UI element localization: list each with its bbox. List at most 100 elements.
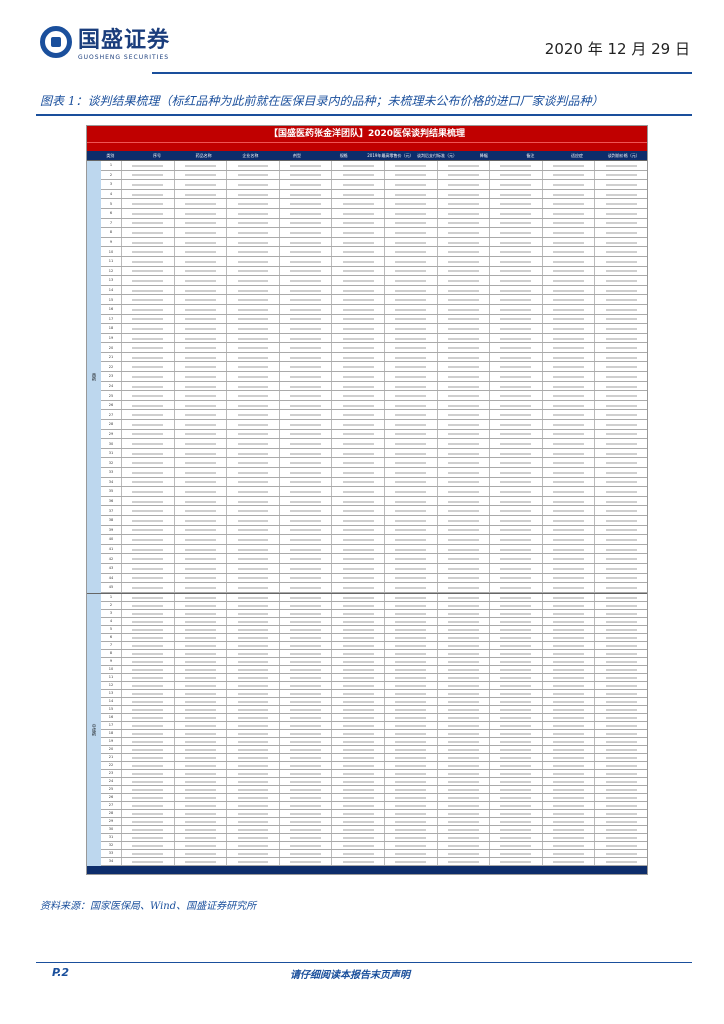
table-row: 23 — [101, 372, 647, 382]
table-cell — [278, 601, 332, 609]
row-number: 21 — [108, 755, 114, 760]
table-cell — [594, 439, 647, 448]
table-cell — [331, 857, 384, 865]
row-number: 12 — [108, 683, 114, 688]
table-cell — [383, 657, 437, 665]
table-cell — [226, 400, 279, 410]
category-label: 西药 — [87, 161, 101, 593]
table-cell — [383, 285, 437, 295]
table-row: 43 — [101, 563, 647, 574]
table-cell — [226, 458, 279, 467]
table-cell — [541, 199, 595, 208]
row-number: 23 — [108, 771, 114, 776]
table-row: 25 — [101, 391, 647, 401]
table-cell — [489, 189, 542, 199]
table-cell — [173, 458, 227, 467]
table-cell — [226, 218, 279, 228]
table-cell — [436, 429, 490, 439]
table-cell — [489, 391, 542, 400]
table-cell — [541, 554, 595, 563]
table-cell — [121, 785, 174, 793]
table-cell — [436, 649, 490, 657]
table-cell — [489, 625, 542, 633]
table-cell — [541, 544, 595, 554]
table-cell — [436, 601, 490, 609]
table-cell — [383, 372, 437, 381]
table-cell — [594, 391, 647, 400]
table-cell — [226, 352, 279, 362]
row-number: 33 — [108, 851, 114, 856]
table-cell — [489, 544, 542, 554]
table-cell — [594, 641, 647, 649]
table-cell — [594, 753, 647, 761]
column-header: 2019年最高零售价（元） — [367, 152, 414, 158]
brand-name-en: GUOSHENG SECURITIES — [78, 54, 170, 61]
table-cell — [594, 468, 647, 477]
table-cell — [436, 256, 490, 266]
table-cell — [331, 769, 384, 777]
table-row: 13 — [101, 276, 647, 286]
table-cell — [121, 697, 174, 705]
table-cell — [541, 617, 595, 625]
table-cell — [278, 170, 332, 180]
table-cell — [278, 381, 332, 391]
table-cell — [489, 753, 542, 761]
table-cell — [226, 841, 279, 849]
table-row: 2 — [101, 601, 647, 610]
table-cell — [226, 753, 279, 761]
table-cell — [541, 362, 595, 372]
table-cell — [226, 170, 279, 180]
row-number: 24 — [108, 383, 114, 388]
divider — [36, 962, 692, 963]
table-cell — [436, 633, 490, 641]
table-cell — [541, 817, 595, 825]
table-cell — [331, 285, 384, 295]
table-cell — [173, 793, 227, 801]
table-row: 4 — [101, 617, 647, 626]
table-cell — [541, 745, 595, 753]
table-cell — [541, 625, 595, 633]
table-cell — [278, 769, 332, 777]
table-cell — [121, 793, 174, 801]
table-cell — [594, 429, 647, 439]
table-cell — [594, 689, 647, 697]
table-cell — [541, 439, 595, 448]
table-cell — [121, 857, 174, 865]
table-cell — [331, 833, 384, 841]
table-cell — [489, 228, 542, 237]
row-number: 18 — [108, 326, 114, 331]
table-cell — [489, 324, 542, 333]
table-cell — [489, 304, 542, 314]
table-cell — [331, 276, 384, 285]
table-cell — [121, 247, 174, 256]
table-row: 25 — [101, 785, 647, 794]
table-cell — [278, 372, 332, 381]
table-cell — [541, 256, 595, 266]
table-cell — [489, 793, 542, 801]
table-cell — [173, 343, 227, 352]
table-row: 1 — [101, 161, 647, 171]
table-cell — [278, 554, 332, 563]
table-cell — [541, 535, 595, 544]
table-row: 38 — [101, 515, 647, 526]
table-row: 21 — [101, 753, 647, 762]
table-cell — [436, 362, 490, 372]
table-cell — [173, 180, 227, 189]
table-cell — [331, 477, 384, 487]
table-cell — [331, 729, 384, 737]
table-cell — [331, 583, 384, 592]
table-cell — [278, 525, 332, 535]
table-cell — [121, 458, 174, 467]
table-row: 28 — [101, 809, 647, 818]
table-cell — [383, 583, 437, 592]
table-cell — [331, 218, 384, 228]
table-cell — [489, 713, 542, 721]
table-cell — [489, 745, 542, 753]
table-cell — [436, 487, 490, 496]
table-cell — [278, 849, 332, 857]
table-cell — [383, 745, 437, 753]
table-cell — [331, 641, 384, 649]
table-cell — [173, 563, 227, 573]
table-cell — [383, 673, 437, 681]
table-cell — [489, 657, 542, 665]
